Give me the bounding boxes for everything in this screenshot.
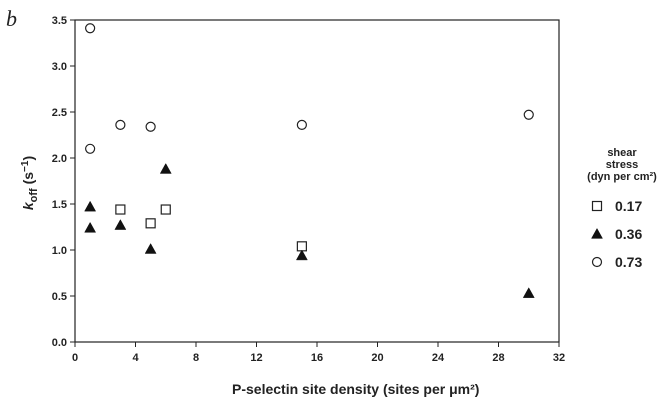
data-point [145, 218, 156, 229]
legend-marker [591, 227, 603, 239]
data-point [296, 241, 307, 252]
data-point [114, 219, 127, 230]
x-tick-label: 8 [193, 352, 199, 364]
data-point [85, 23, 96, 34]
data-point [115, 204, 126, 215]
x-tick-label: 24 [432, 352, 445, 364]
panel-label: b [6, 6, 17, 31]
data-point [160, 204, 171, 215]
legend-title-line: stress [606, 159, 638, 171]
data-point [145, 121, 156, 132]
y-axis-title-main: k [20, 201, 36, 210]
y-axis-title-unit: (s [20, 172, 36, 189]
data-point [295, 249, 308, 261]
x-tick-label: 12 [250, 352, 262, 364]
x-tick-label: 16 [311, 352, 323, 364]
y-tick-label: 1.0 [52, 245, 67, 257]
x-tick-label: 32 [553, 352, 565, 364]
y-tick-label: 2.5 [52, 107, 67, 119]
x-tick-label: 4 [132, 352, 139, 364]
data-point [85, 143, 96, 154]
legend-marker [591, 256, 603, 268]
x-tick-label: 20 [371, 352, 383, 364]
x-tick-label: 28 [492, 352, 504, 364]
legend-label: 0.36 [615, 226, 642, 242]
legend-label: 0.73 [615, 254, 642, 270]
y-tick-label: 1.5 [52, 199, 67, 211]
y-tick-label: 3.5 [52, 15, 67, 27]
data-point [159, 163, 172, 174]
y-tick-label: 2.0 [52, 153, 67, 165]
legend-title-line: (dyn per cm²) [587, 171, 657, 183]
y-axis-title: koff (s−1) [20, 156, 40, 210]
y-axis-title-sup: −1 [20, 160, 31, 172]
legend-label: 0.17 [615, 198, 642, 214]
x-axis-title: P-selectin site density (sites per μm²) [232, 381, 479, 397]
data-point [84, 221, 97, 233]
plot-frame [74, 19, 560, 343]
data-point [523, 109, 534, 120]
legend-title-line: shear [607, 147, 637, 159]
y-tick-label: 3.0 [52, 61, 67, 73]
data-point [144, 243, 157, 254]
legend-marker [591, 200, 603, 212]
data-point [84, 200, 97, 212]
data-point [115, 119, 126, 130]
data-point [522, 287, 535, 298]
y-axis-title-close: ) [20, 156, 36, 161]
y-axis-title-sub: off [28, 188, 40, 202]
x-tick-label: 0 [72, 352, 78, 364]
data-point [296, 119, 307, 130]
y-tick-label: 0.0 [52, 337, 67, 349]
y-tick-label: 0.5 [52, 291, 67, 303]
